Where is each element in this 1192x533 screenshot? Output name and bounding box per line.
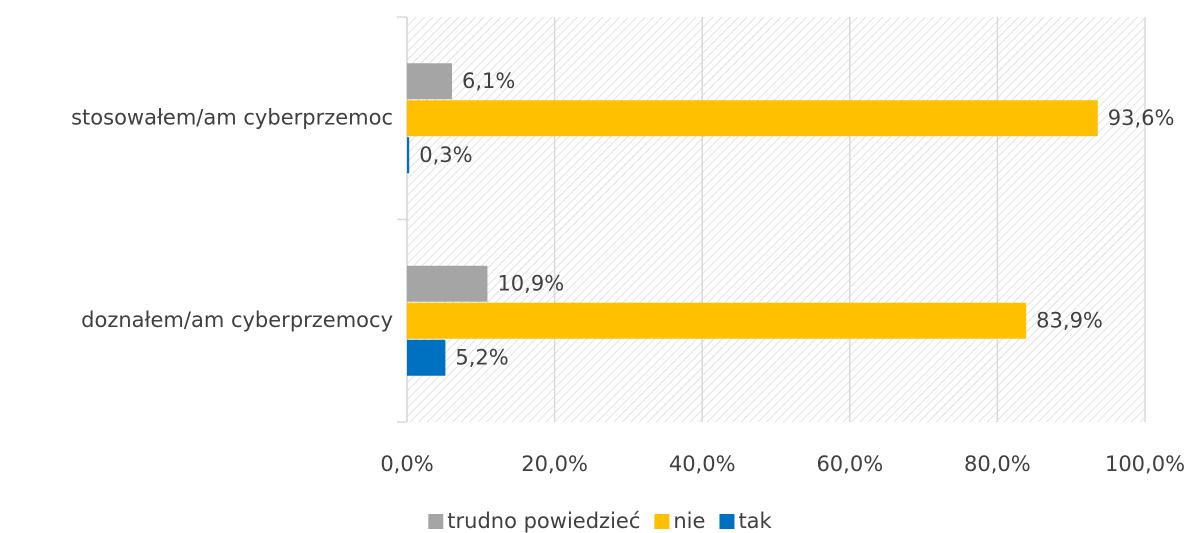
legend-swatch — [428, 514, 444, 529]
value-label: 93,6% — [1108, 106, 1175, 130]
value-label: 83,9% — [1036, 308, 1103, 332]
bar — [407, 265, 488, 302]
legend-label: nie — [673, 509, 705, 533]
bar — [407, 100, 1098, 137]
y-tick-label: doznałem/am cyberprzemocy — [81, 308, 393, 332]
bar — [407, 137, 410, 174]
value-label: 10,9% — [497, 271, 564, 295]
bar — [407, 302, 1027, 339]
x-tick-label: 100,0% — [1105, 452, 1185, 476]
value-label: 5,2% — [455, 345, 508, 369]
x-tick-label: 40,0% — [669, 452, 736, 476]
legend-label: tak — [738, 509, 772, 533]
legend-swatch — [719, 514, 735, 529]
x-tick-label: 0,0% — [380, 452, 433, 476]
x-tick-label: 60,0% — [816, 452, 883, 476]
value-label: 0,3% — [419, 143, 472, 167]
bar — [407, 339, 446, 376]
y-tick-label: stosowałem/am cyberprzemoc — [71, 105, 393, 129]
value-label: 6,1% — [462, 69, 515, 93]
legend-label: trudno powiedzieć — [447, 509, 640, 533]
legend-swatch — [654, 514, 670, 529]
plot-background — [407, 17, 1145, 422]
bar — [407, 63, 453, 100]
x-tick-label: 20,0% — [521, 452, 588, 476]
x-tick-label: 80,0% — [964, 452, 1031, 476]
